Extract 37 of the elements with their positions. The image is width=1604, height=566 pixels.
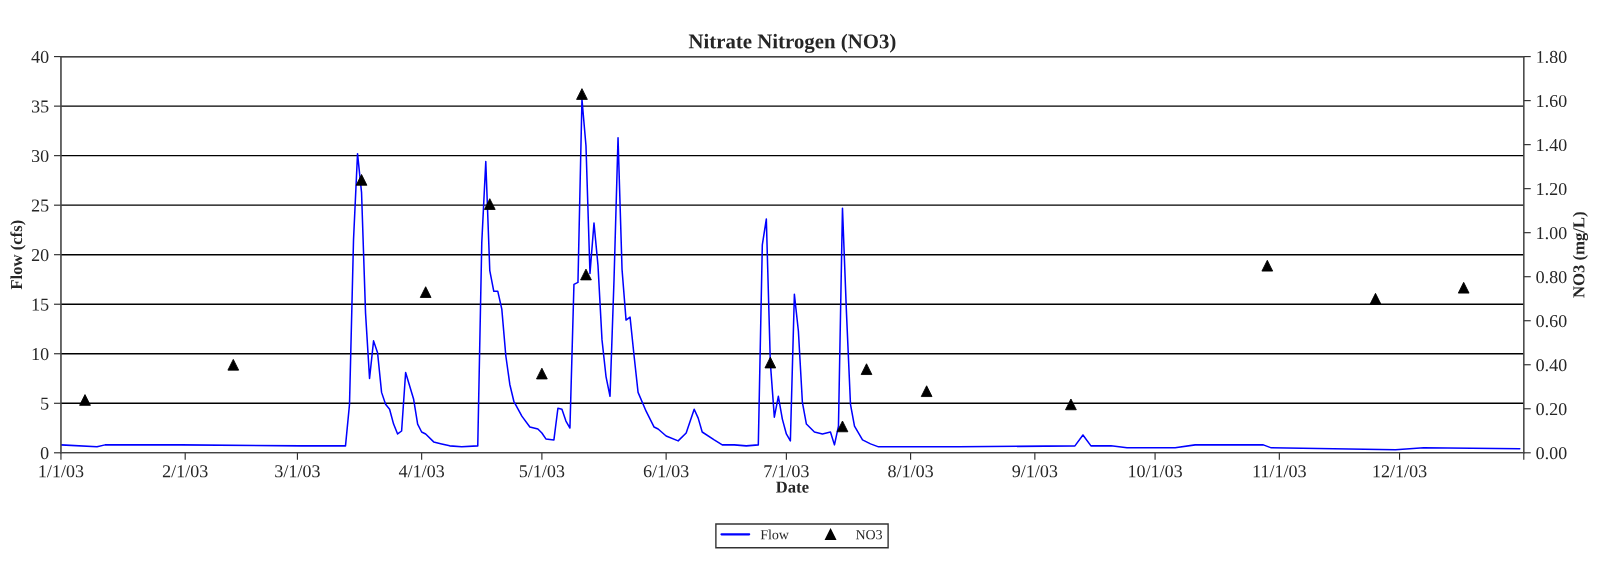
y2-tick-label: 0.20: [1536, 403, 1567, 416]
x-tick-label: 7/1/03: [764, 465, 809, 478]
y-tick-label: 0: [40, 447, 49, 460]
x-tick-label: 4/1/03: [398, 465, 445, 478]
y-axis-title: Flow (cfs): [10, 220, 26, 290]
x-tick-label: 5/1/03: [519, 465, 565, 478]
y2-tick-label: 1.80: [1537, 50, 1567, 64]
x-tick-label: 1/1/03: [39, 465, 84, 478]
chart-title: Nitrate Nitrogen (NO3): [688, 33, 896, 53]
x-tick-label: 10/1/03: [1129, 465, 1182, 478]
y-tick-label: 20: [31, 248, 49, 262]
x-tick-label: 6/1/03: [643, 465, 689, 478]
y-tick-label: 30: [31, 149, 49, 163]
y-tick-label: 10: [32, 348, 49, 361]
y2-axis-title: NO3 (mg/L): [1572, 212, 1588, 298]
y2-tick-label: 0.00: [1536, 447, 1567, 460]
y2-tick-label: 1.60: [1537, 94, 1567, 108]
y-tick-label: 15: [32, 298, 49, 311]
legend-label: NO3: [855, 530, 883, 540]
legend-label: Flow: [760, 529, 789, 540]
x-tick-label: 2/1/03: [162, 465, 208, 478]
x-tick-label: 8/1/03: [888, 465, 933, 478]
y2-tick-label: 1.00: [1537, 226, 1567, 240]
y2-tick-label: 1.20: [1537, 182, 1567, 196]
x-tick-label: 11/1/03: [1253, 465, 1306, 478]
y2-tick-label: 0.80: [1536, 270, 1567, 284]
y2-tick-label: 0.60: [1536, 314, 1567, 328]
y2-tick-label: 0.40: [1536, 359, 1567, 372]
y-tick-label: 35: [31, 100, 49, 113]
x-axis-title: Date: [776, 481, 809, 493]
x-tick-label: 3/1/03: [275, 465, 320, 478]
y-tick-label: 5: [41, 397, 49, 410]
y2-tick-label: 1.40: [1537, 138, 1567, 152]
x-tick-label: 12/1/03: [1373, 465, 1427, 478]
x-tick-label: 9/1/03: [1012, 465, 1058, 478]
y-tick-label: 25: [31, 199, 49, 212]
y-tick-label: 40: [31, 50, 49, 64]
